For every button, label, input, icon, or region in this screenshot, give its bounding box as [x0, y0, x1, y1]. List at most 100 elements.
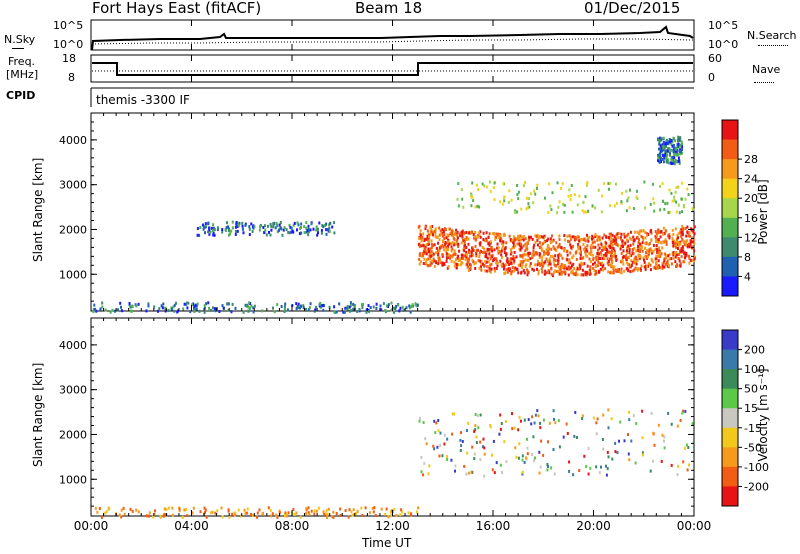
echo-cell	[665, 142, 668, 146]
echo-cell	[261, 309, 264, 313]
echo-cell	[611, 244, 614, 247]
echo-cell	[664, 238, 667, 242]
echo-cell	[500, 249, 503, 253]
echo-cell	[663, 446, 666, 450]
echo-cell	[606, 257, 609, 261]
echo-cell	[499, 239, 502, 243]
echo-cell	[526, 446, 529, 450]
echo-cell	[307, 224, 310, 228]
echo-cell	[443, 262, 446, 266]
echo-cell	[592, 246, 595, 249]
echo-cell	[446, 233, 449, 237]
echo-cell	[453, 233, 456, 236]
echo-cell	[613, 204, 616, 208]
echo-cell	[685, 241, 687, 245]
echo-cell	[195, 304, 198, 308]
echo-cell	[271, 512, 274, 516]
echo-cell	[575, 236, 578, 239]
echo-cell	[611, 240, 614, 244]
echo-cell	[94, 308, 97, 311]
echo-cell	[420, 455, 423, 459]
echo-cell	[288, 231, 291, 235]
echo-cell	[356, 510, 359, 513]
echo-cell	[644, 246, 647, 250]
echo-cell	[692, 230, 695, 234]
echo-cell	[480, 259, 483, 263]
echo-cell	[560, 246, 563, 249]
echo-cell	[384, 308, 387, 312]
echo-cell	[560, 262, 563, 266]
echo-cell	[644, 241, 647, 245]
echo-cell	[625, 189, 628, 193]
echo-cell	[578, 239, 581, 243]
echo-cell	[651, 182, 654, 186]
echo-cell	[489, 257, 492, 261]
echo-cell	[455, 266, 458, 270]
echo-cell	[547, 271, 549, 274]
echo-cell	[497, 246, 500, 250]
echo-cell	[568, 258, 571, 262]
echo-cell	[666, 153, 669, 157]
echo-cell	[693, 249, 696, 253]
echo-cell	[597, 243, 600, 247]
echo-cell	[446, 455, 449, 459]
echo-cell	[213, 228, 216, 232]
echo-cell	[581, 414, 584, 418]
colorbar-tick-label: 28	[744, 153, 758, 166]
echo-cell	[317, 227, 319, 231]
echo-cell	[583, 237, 586, 241]
echo-cell	[661, 154, 664, 158]
echo-cell	[693, 241, 696, 245]
echo-cell	[518, 263, 521, 267]
echo-cell	[441, 243, 444, 247]
echo-cell	[438, 226, 441, 230]
freq-tick-bottom: 8	[68, 71, 75, 84]
echo-cell	[270, 224, 273, 228]
echo-cell	[422, 237, 425, 241]
echo-cell	[598, 269, 601, 273]
echo-cell	[641, 451, 644, 455]
echo-cell	[657, 423, 660, 427]
echo-cell	[688, 463, 690, 467]
echo-cell	[485, 269, 488, 273]
echo-cell	[424, 245, 427, 249]
echo-cell	[283, 514, 286, 518]
echo-cell	[602, 413, 605, 417]
echo-cell	[674, 255, 677, 259]
echo-cell	[610, 417, 613, 421]
echo-cell	[450, 249, 453, 253]
echo-cell	[444, 243, 447, 247]
echo-cell	[445, 236, 448, 240]
echo-cell	[580, 262, 583, 266]
echo-cell	[213, 233, 216, 237]
echo-cell	[374, 514, 377, 517]
echo-cell	[524, 258, 527, 262]
echo-cell	[231, 512, 234, 516]
echo-cell	[251, 230, 254, 233]
echo-cell	[595, 269, 598, 273]
xtick-label: 00:00	[74, 519, 109, 533]
echo-cell	[630, 259, 633, 263]
echo-cell	[677, 185, 680, 189]
echo-cell	[537, 272, 540, 276]
echo-cell	[602, 248, 605, 251]
echo-cell	[477, 233, 480, 237]
echo-cell	[250, 512, 253, 516]
echo-cell	[670, 257, 673, 261]
echo-cell	[627, 452, 630, 456]
echo-cell	[258, 508, 261, 512]
echo-cell	[494, 237, 497, 241]
echo-cell	[384, 512, 387, 516]
echo-cell	[665, 242, 668, 246]
echo-cell	[672, 233, 675, 236]
echo-cell	[453, 238, 456, 242]
echo-cell	[514, 244, 517, 248]
echo-cell	[671, 238, 674, 242]
echo-cell	[203, 304, 206, 308]
echo-cell	[500, 238, 503, 242]
echo-cell	[394, 307, 397, 310]
echo-cell	[467, 421, 470, 425]
echo-cell	[581, 257, 584, 261]
echo-cell	[671, 240, 674, 244]
echo-cell	[350, 510, 353, 514]
